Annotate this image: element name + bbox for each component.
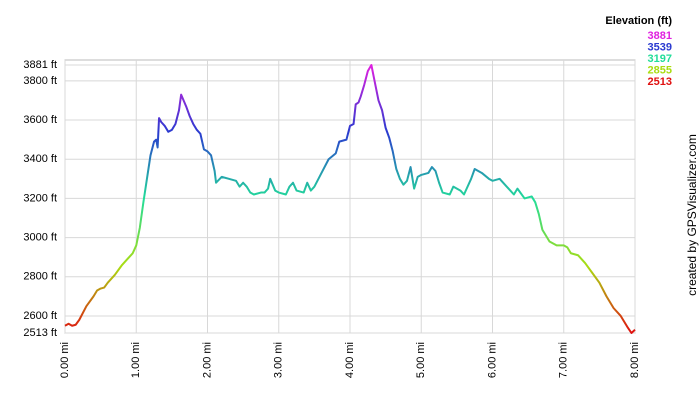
y-tick-label: 3800 ft	[23, 75, 57, 87]
x-tick-label: 8.00 mi	[629, 342, 641, 378]
x-tick-label: 0.00 mi	[59, 342, 71, 378]
legend-value: 3197	[648, 53, 672, 65]
legend-value: 2855	[648, 64, 672, 76]
x-tick-label: 3.00 mi	[273, 342, 285, 378]
elevation-line	[64, 64, 636, 334]
credit: created by GPSVisualizer.com	[685, 134, 699, 296]
y-tick-label: 2600 ft	[23, 310, 57, 322]
y-tick-label: 3881 ft	[23, 59, 57, 71]
legend-value: 2513	[648, 76, 672, 88]
y-tick-label: 3400 ft	[23, 153, 57, 165]
legend-value: 3881	[648, 30, 672, 42]
x-tick-label: 6.00 mi	[486, 342, 498, 378]
y-tick-label: 2513 ft	[23, 327, 57, 339]
x-tick-label: 1.00 mi	[130, 342, 142, 378]
x-tick-label: 4.00 mi	[344, 342, 356, 378]
x-tick-label: 5.00 mi	[415, 342, 427, 378]
legend-value: 3539	[648, 41, 672, 53]
y-tick-label: 3000 ft	[23, 231, 57, 243]
y-tick-label: 2800 ft	[23, 271, 57, 283]
y-tick-label: 3200 ft	[23, 192, 57, 204]
x-tick-label: 2.00 mi	[201, 342, 213, 378]
y-tick-label: 3600 ft	[23, 114, 57, 126]
legend-title: Elevation (ft)	[605, 15, 672, 27]
x-tick-label: 7.00 mi	[558, 342, 570, 378]
